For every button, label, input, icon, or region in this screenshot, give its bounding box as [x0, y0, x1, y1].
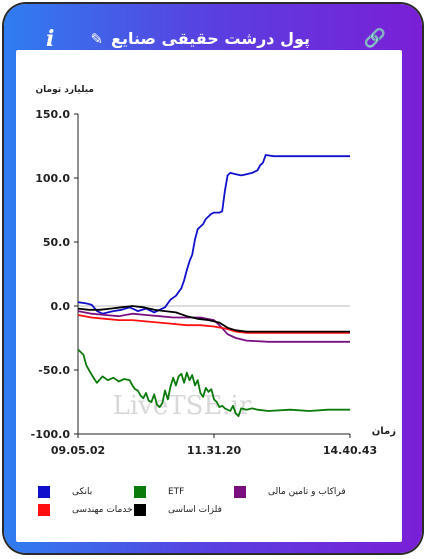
y-tick-label: 0.0 — [51, 300, 71, 313]
y-tick-label: 100.0 — [35, 172, 70, 185]
header: i پول درشت حقیقی صنایع ✎ 🔗 — [4, 4, 422, 56]
legend-item[interactable]: خدمات مهندسی — [38, 504, 133, 516]
legend-swatch — [38, 504, 50, 516]
legend-swatch — [134, 486, 146, 498]
page-title: پول درشت حقیقی صنایع — [111, 29, 310, 48]
legend-item[interactable]: بانکی — [38, 486, 92, 498]
legend-label: فلزات اساسی — [168, 505, 222, 515]
pencil-icon[interactable]: ✎ — [90, 30, 104, 48]
x-axis-label: زمان — [372, 426, 396, 437]
legend-item[interactable]: ETF — [134, 486, 184, 498]
y-axis-label: میلیارد تومان — [35, 85, 94, 95]
legend-item[interactable]: فلزات اساسی — [134, 504, 222, 516]
legend-swatch — [38, 486, 50, 498]
y-tick-label: 150.0 — [35, 108, 70, 121]
x-tick-label: 11.31.20 — [187, 444, 242, 457]
legend-item[interactable]: فراکاب و تامین مالی — [234, 486, 346, 498]
y-tick-label: 50.0 — [43, 236, 70, 249]
watermark: LiveTSE.ir — [113, 391, 252, 421]
legend-label: بانکی — [72, 487, 93, 497]
link-icon[interactable]: 🔗 — [363, 28, 386, 49]
legend: بانکی ETF فراکاب و تامین مالی خدمات مهندسی ف… — [16, 478, 402, 520]
y-tick-label: -50.0 — [38, 364, 70, 377]
series-line-1 — [77, 154, 350, 315]
legend-label: ETF — [168, 487, 185, 497]
series-line-4 — [77, 314, 350, 334]
x-tick-label: 14.40.43 — [323, 444, 377, 457]
legend-swatch — [234, 486, 246, 498]
legend-label: خدمات مهندسی — [72, 505, 133, 515]
y-tick-label: -100.0 — [31, 428, 71, 441]
title-area: پول درشت حقیقی صنایع ✎ — [90, 28, 310, 50]
chart-svg: 150.0 100.0 50.0 0.0 -50.0 -100.0 09.05.02 11.3… — [31, 85, 397, 457]
legend-label: فراکاب و تامین مالی — [268, 487, 346, 497]
legend-swatch — [134, 504, 146, 516]
series-line-2 — [77, 348, 350, 417]
x-tick-label: 09.05.02 — [51, 444, 105, 457]
series-line-5 — [77, 305, 350, 333]
chart-card: 150.0 100.0 50.0 0.0 -50.0 -100.0 09.05.02 11.3… — [16, 50, 402, 542]
info-icon[interactable]: i — [46, 26, 55, 52]
